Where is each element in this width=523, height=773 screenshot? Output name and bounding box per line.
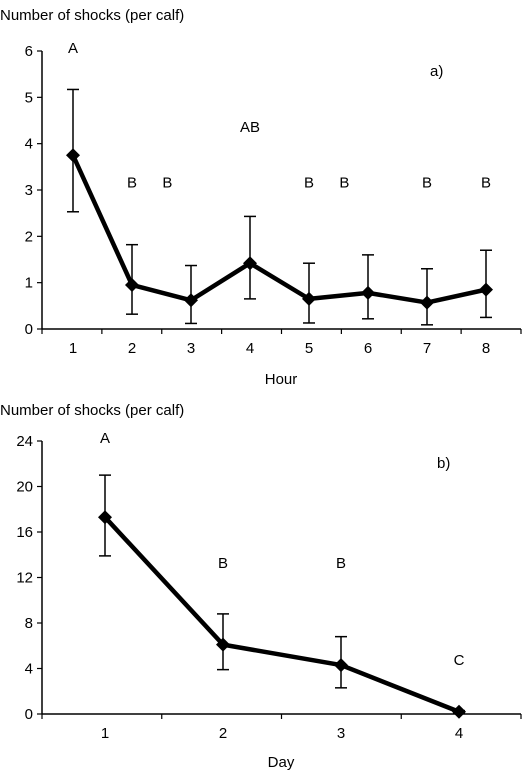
panel-a-data-point bbox=[361, 285, 375, 300]
panel-a-x-tick-label: 3 bbox=[187, 340, 195, 357]
panel-a-significance-label: B bbox=[304, 174, 314, 191]
panel-b-x-tick-label: 2 bbox=[219, 725, 227, 742]
panel-a-x-tick-label: 6 bbox=[364, 340, 372, 357]
panel-b-y-tick-label: 4 bbox=[25, 661, 33, 678]
panel-a-y-tick-label: 0 bbox=[25, 321, 33, 338]
panel-b-data-point bbox=[334, 658, 348, 673]
panel-a-x-tick-label: 1 bbox=[69, 340, 77, 357]
panel-a-significance-label: B bbox=[481, 174, 491, 191]
panel-b-y-tick-label: 8 bbox=[25, 615, 33, 632]
panel-a-x-tick-label: 2 bbox=[128, 340, 136, 357]
panel-b-significance-label: C bbox=[454, 652, 465, 669]
panel-b-significance-label: B bbox=[336, 555, 346, 572]
panel-b-x-tick-label: 3 bbox=[337, 725, 345, 742]
panel-b-y-tick-label: 16 bbox=[16, 524, 33, 541]
panel-b-y-tick-label: 12 bbox=[16, 570, 33, 587]
panel-a-significance-label: A bbox=[68, 40, 78, 57]
panel-b-x-tick-label: 4 bbox=[455, 725, 463, 742]
panel-a-significance-label: B bbox=[162, 174, 172, 191]
panel-a-data-point bbox=[125, 277, 139, 292]
panel-a-x-tick-label: 7 bbox=[423, 340, 431, 357]
panel-a-y-tick-label: 3 bbox=[25, 182, 33, 199]
panel-a-x-tick-label: 8 bbox=[482, 340, 490, 357]
panel-a-significance-label: B bbox=[422, 174, 432, 191]
panel-a-data-point bbox=[66, 148, 80, 163]
panel-b-data-point bbox=[98, 510, 112, 525]
panel-a-significance-label: B bbox=[339, 174, 349, 191]
panel-a-data-point bbox=[479, 282, 493, 297]
panel-b-y-axis-label: Number of shocks (per calf) bbox=[0, 402, 184, 419]
panel-a-x-axis-label: Hour bbox=[265, 371, 298, 388]
panel-a-label: a) bbox=[430, 63, 443, 80]
panel-b-y-tick-label: 24 bbox=[16, 433, 33, 450]
panel-b-x-tick-label: 1 bbox=[101, 725, 109, 742]
panel-a-data-point bbox=[420, 295, 434, 310]
panel-a-y-tick-label: 6 bbox=[25, 43, 33, 60]
panel-b-label: b) bbox=[437, 455, 450, 472]
panel-b-significance-label: A bbox=[100, 430, 110, 447]
panel-b-significance-label: B bbox=[218, 555, 228, 572]
panel-a-x-tick-label: 5 bbox=[305, 340, 313, 357]
panel-a-significance-label: B bbox=[127, 174, 137, 191]
panel-a-series-line bbox=[70, 154, 487, 305]
panel-a-x-tick-label: 4 bbox=[246, 340, 254, 357]
panel-b-x-axis-label: Day bbox=[268, 754, 295, 771]
panel-a-data-point bbox=[243, 256, 257, 271]
panel-a-y-tick-label: 5 bbox=[25, 89, 33, 106]
panel-a-y-tick-label: 4 bbox=[25, 136, 33, 153]
panel-b-series-line bbox=[103, 515, 460, 714]
chart-panel-a: Number of shocks (per calf) a) Hour 0 1 2 3… bbox=[0, 7, 522, 388]
panel-b-data-point bbox=[216, 637, 230, 652]
panel-b-y-tick-label: 20 bbox=[16, 479, 33, 496]
panel-a-data-point bbox=[302, 291, 316, 306]
panel-b-data-point bbox=[452, 704, 466, 719]
panel-a-data-point bbox=[184, 293, 198, 308]
panel-a-y-tick-label: 2 bbox=[25, 228, 33, 245]
panel-b-y-tick-label: 0 bbox=[25, 706, 33, 723]
chart-panel-b: Number of shocks (per calf) b) Day 04812… bbox=[0, 402, 522, 771]
panel-a-significance-label: AB bbox=[240, 119, 260, 136]
panel-a-y-axis-label: Number of shocks (per calf) bbox=[0, 7, 184, 24]
panel-a-y-tick-label: 1 bbox=[25, 275, 33, 292]
